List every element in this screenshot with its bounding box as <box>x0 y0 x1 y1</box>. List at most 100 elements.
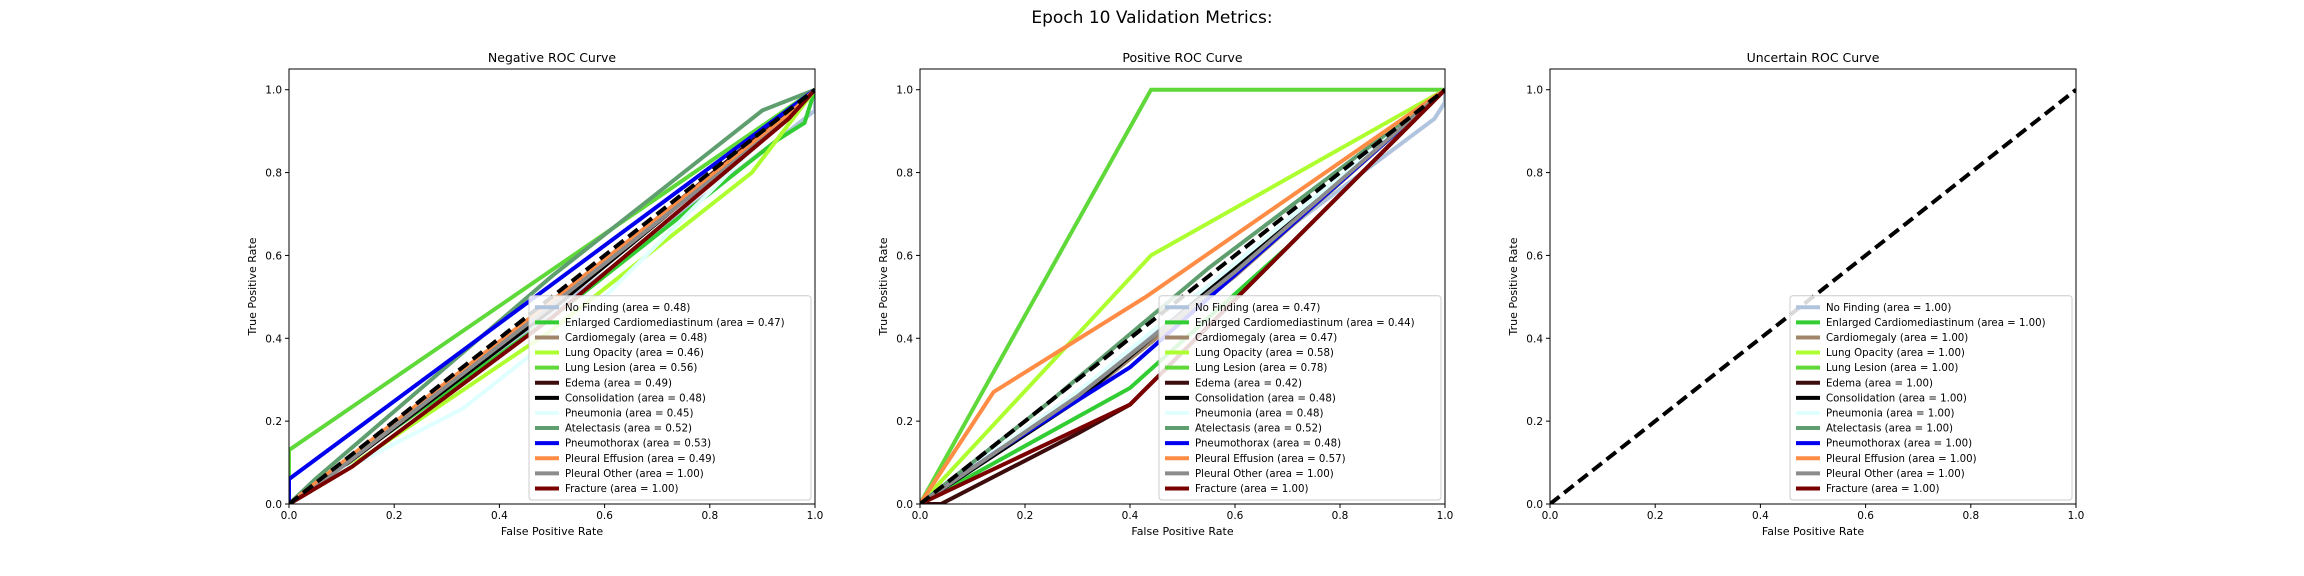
legend-label-pneumothorax: Pneumothorax (area = 1.00) <box>1826 439 1972 450</box>
legend-label-lung-opacity: Lung Opacity (area = 1.00) <box>1826 348 1965 359</box>
x-tick-label: 0.0 <box>281 510 298 522</box>
y-tick-label: 0.6 <box>265 250 282 262</box>
legend-box <box>528 295 812 501</box>
y-tick-label: 0.0 <box>265 499 282 511</box>
legend-label-edema: Edema (area = 0.49) <box>565 378 672 389</box>
x-axis-label: False Positive Rate <box>1762 525 1864 538</box>
legend-label-pneumonia: Pneumonia (area = 1.00) <box>1826 408 1954 419</box>
figure-title: Epoch 10 Validation Metrics: <box>1031 8 1273 28</box>
legend-label-pneumothorax: Pneumothorax (area = 0.48) <box>1195 439 1341 450</box>
x-axis-label: False Positive Rate <box>501 525 603 538</box>
legend-label-fracture: Fracture (area = 1.00) <box>1826 484 1939 495</box>
y-tick-label: 0.8 <box>265 168 282 180</box>
x-tick-label: 0.8 <box>701 510 718 522</box>
legend-label-lung-opacity: Lung Opacity (area = 0.58) <box>1195 348 1334 359</box>
panel-title: Uncertain ROC Curve <box>1747 50 1880 65</box>
roc-line-pleural-other <box>920 88 1445 504</box>
roc-panel-1: Negative ROC Curve 0.0 0.2 0.4 0.6 0.8 1.0 0.0 0… <box>246 50 823 538</box>
x-tick-label: 0.4 <box>491 510 508 522</box>
legend-label-pleural-effusion: Pleural Effusion (area = 1.00) <box>1826 454 1977 465</box>
y-tick-label: 0.6 <box>896 250 913 262</box>
legend-label-lung-lesion: Lung Lesion (area = 0.78) <box>1195 363 1327 374</box>
legend-label-consolidation: Consolidation (area = 1.00) <box>1826 393 1967 404</box>
legend: No Finding (area = 0.47) Enlarged Cardiom… <box>1158 295 1442 501</box>
x-tick-label: 0.0 <box>912 510 929 522</box>
legend-label-pleural-other: Pleural Other (area = 1.00) <box>1195 469 1334 480</box>
x-tick-label: 1.0 <box>1437 510 1454 522</box>
legend-label-consolidation: Consolidation (area = 0.48) <box>1195 393 1336 404</box>
legend-label-enlarged-cardiomediastinum: Enlarged Cardiomediastinum (area = 1.00) <box>1826 318 2046 329</box>
legend-label-consolidation: Consolidation (area = 0.48) <box>565 393 706 404</box>
legend: No Finding (area = 0.48) Enlarged Cardiom… <box>528 295 812 501</box>
y-tick-label: 0.2 <box>1526 416 1543 428</box>
legend-label-enlarged-cardiomediastinum: Enlarged Cardiomediastinum (area = 0.44) <box>1195 318 1415 329</box>
y-tick-label: 0.6 <box>1526 250 1543 262</box>
x-tick-label: 0.8 <box>1332 510 1349 522</box>
y-tick-label: 0.0 <box>896 499 913 511</box>
roc-line-atelectasis <box>289 87 815 504</box>
roc-panel-2: Positive ROC Curve 0.0 0.2 0.4 0.6 0.8 1.0 0.0 0… <box>877 50 1453 538</box>
legend-label-pleural-other: Pleural Other (area = 1.00) <box>1826 469 1965 480</box>
legend-label-no-finding: No Finding (area = 1.00) <box>1826 303 1951 314</box>
legend-label-edema: Edema (area = 1.00) <box>1826 378 1933 389</box>
x-tick-label: 0.2 <box>386 510 403 522</box>
x-tick-label: 0.6 <box>1857 510 1874 522</box>
x-tick-label: 0.8 <box>1962 510 1979 522</box>
legend-label-enlarged-cardiomediastinum: Enlarged Cardiomediastinum (area = 0.47) <box>565 318 785 329</box>
y-tick-label: 1.0 <box>265 85 282 97</box>
y-tick-label: 1.0 <box>896 85 913 97</box>
y-tick-label: 0.8 <box>1526 168 1543 180</box>
axes-frame <box>1549 68 2077 505</box>
roc-line-lung-opacity <box>920 87 1445 504</box>
legend-label-lung-lesion: Lung Lesion (area = 1.00) <box>1826 363 1958 374</box>
legend: No Finding (area = 1.00) Enlarged Cardiom… <box>1789 295 2073 501</box>
roc-line-lung-lesion <box>289 88 815 504</box>
y-tick-label: 0.2 <box>896 416 913 428</box>
roc-line-lung-lesion <box>920 87 1445 504</box>
legend-box <box>1158 295 1442 501</box>
y-axis-label: True Positive Rate <box>1507 237 1520 336</box>
y-tick-label: 0.0 <box>1526 499 1543 511</box>
x-tick-label: 0.4 <box>1122 510 1139 522</box>
legend-label-lung-lesion: Lung Lesion (area = 0.56) <box>565 363 697 374</box>
x-tick-label: 0.0 <box>1542 510 1559 522</box>
y-axis-label: True Positive Rate <box>877 237 890 336</box>
legend-label-fracture: Fracture (area = 1.00) <box>565 484 678 495</box>
roc-line-pneumothorax <box>289 88 815 504</box>
axes-frame <box>288 68 816 505</box>
roc-panel-3: Uncertain ROC Curve 0.0 0.2 0.4 0.6 0.8 1.0 0.0… <box>1507 50 2084 538</box>
x-axis-label: False Positive Rate <box>1131 525 1233 538</box>
x-tick-label: 0.4 <box>1752 510 1769 522</box>
legend-label-no-finding: No Finding (area = 0.48) <box>565 303 690 314</box>
x-tick-label: 0.6 <box>596 510 613 522</box>
legend-label-edema: Edema (area = 0.42) <box>1195 378 1302 389</box>
legend-label-lung-opacity: Lung Opacity (area = 0.46) <box>565 348 704 359</box>
axes-frame <box>919 68 1446 505</box>
y-tick-label: 0.4 <box>896 333 913 345</box>
panel-title: Positive ROC Curve <box>1122 50 1243 65</box>
x-tick-label: 1.0 <box>2068 510 2085 522</box>
legend-label-atelectasis: Atelectasis (area = 1.00) <box>1826 424 1953 435</box>
legend-box <box>1789 295 2073 501</box>
legend-label-atelectasis: Atelectasis (area = 0.52) <box>1195 424 1322 435</box>
legend-label-pleural-effusion: Pleural Effusion (area = 0.49) <box>565 454 716 465</box>
legend-label-cardiomegaly: Cardiomegaly (area = 0.47) <box>1195 333 1337 344</box>
x-tick-label: 1.0 <box>807 510 824 522</box>
legend-label-pneumonia: Pneumonia (area = 0.45) <box>565 408 693 419</box>
legend-label-pleural-effusion: Pleural Effusion (area = 0.57) <box>1195 454 1346 465</box>
y-tick-label: 0.2 <box>265 416 282 428</box>
y-tick-label: 0.8 <box>896 168 913 180</box>
legend-label-pneumonia: Pneumonia (area = 0.48) <box>1195 408 1323 419</box>
panel-title: Negative ROC Curve <box>488 50 616 65</box>
legend-label-no-finding: No Finding (area = 0.47) <box>1195 303 1320 314</box>
legend-label-cardiomegaly: Cardiomegaly (area = 0.48) <box>565 333 707 344</box>
legend-label-cardiomegaly: Cardiomegaly (area = 1.00) <box>1826 333 1968 344</box>
y-tick-label: 0.4 <box>265 333 282 345</box>
roc-line-pleural-effusion <box>920 88 1445 504</box>
y-tick-label: 0.4 <box>1526 333 1543 345</box>
y-axis-label: True Positive Rate <box>246 237 259 336</box>
x-tick-label: 0.2 <box>1017 510 1034 522</box>
x-tick-label: 0.2 <box>1647 510 1664 522</box>
legend-label-pleural-other: Pleural Other (area = 1.00) <box>565 469 704 480</box>
